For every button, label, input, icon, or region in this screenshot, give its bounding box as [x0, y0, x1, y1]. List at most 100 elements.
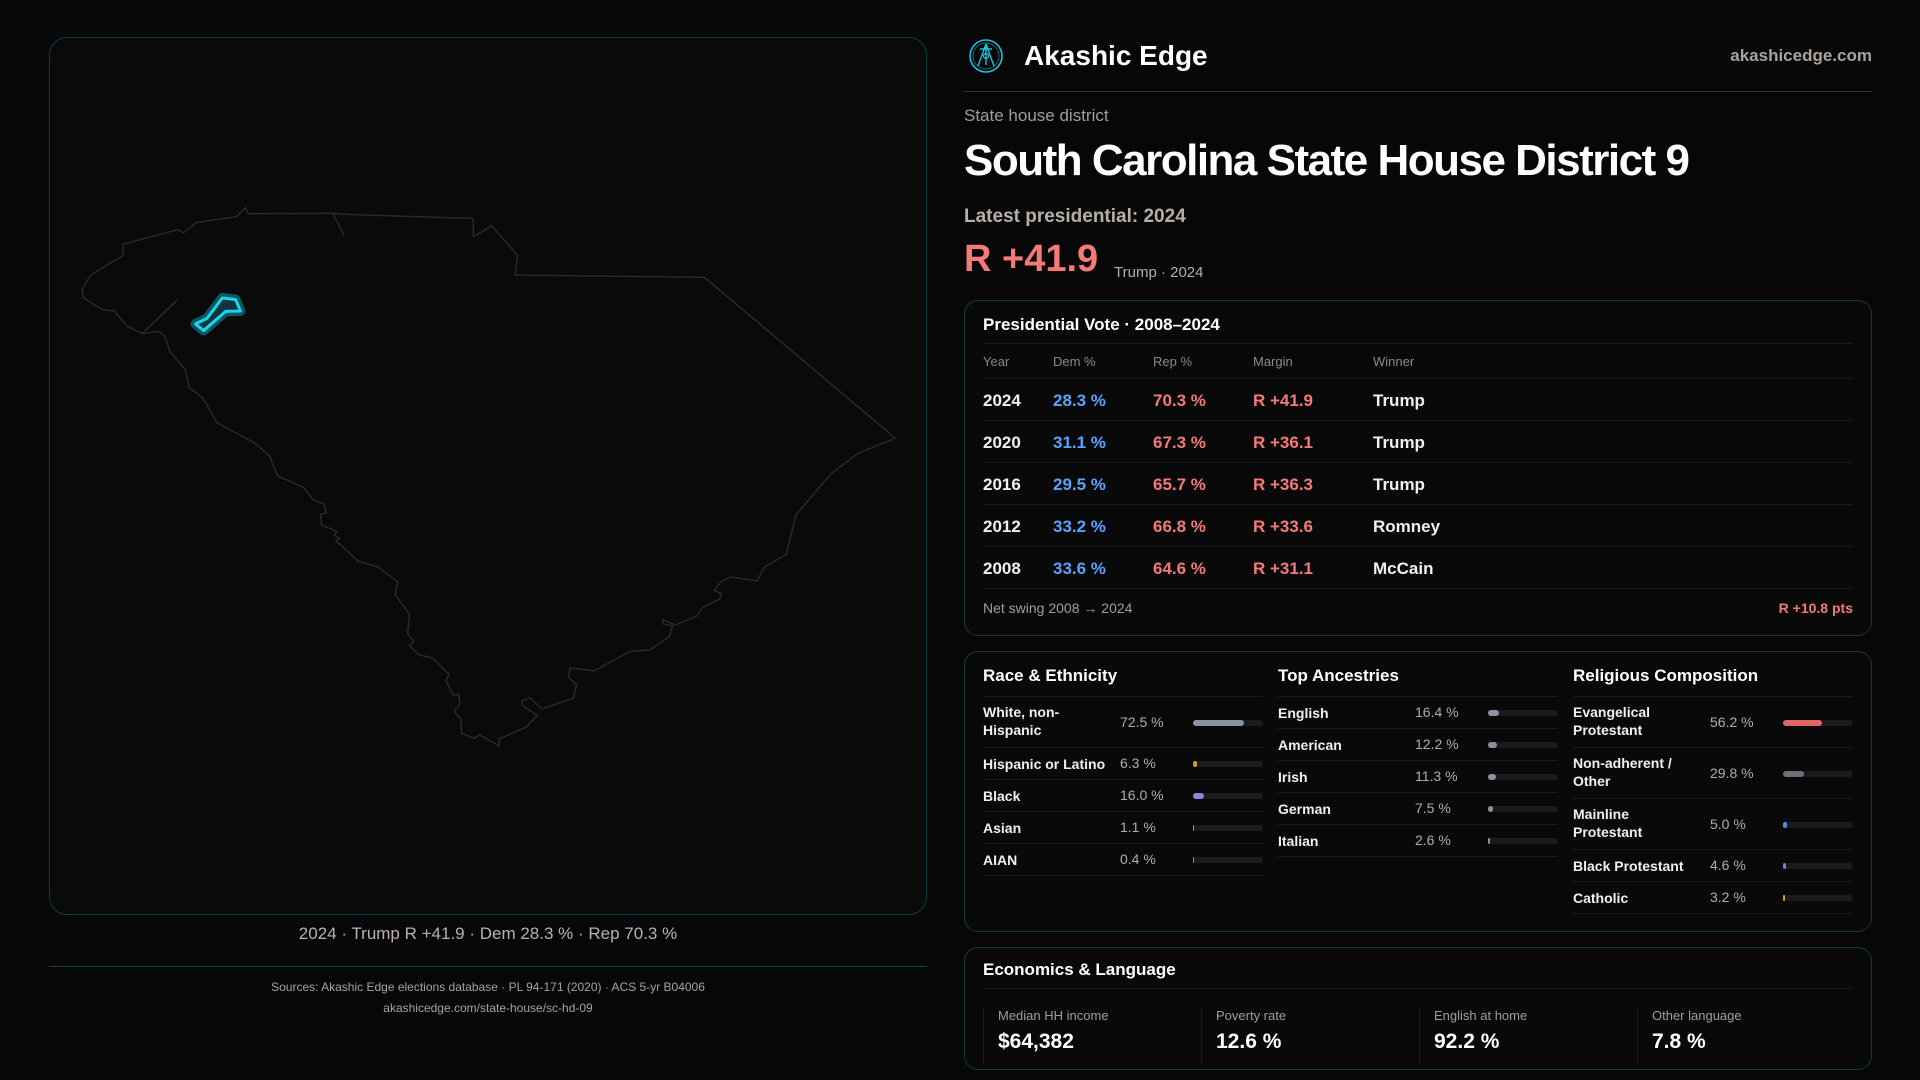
stat-value: 92.2 %: [1434, 1030, 1500, 1053]
row-label: German: [1278, 801, 1331, 817]
sources-text: Sources: Akashic Edge elections database…: [271, 980, 705, 994]
demographic-row: American 12.2 %: [1278, 728, 1558, 760]
table-row: 2020 31.1 % 67.3 % R +36.1 Trump: [983, 420, 1853, 462]
row-value: 6.3 %: [1120, 755, 1156, 771]
row-value: 5.0 %: [1710, 815, 1746, 832]
cell-margin: R +33.6: [1253, 517, 1314, 536]
cell-year: 2012: [983, 517, 1021, 536]
percent-bar-fill: [1488, 742, 1497, 748]
percent-bar-fill: [1193, 793, 1205, 799]
footer: Sources: Akashic Edge elections database…: [49, 966, 927, 1019]
percent-bar-fill: [1783, 895, 1786, 901]
cell-year: 2020: [983, 433, 1021, 452]
percent-bar: [1488, 838, 1558, 844]
percent-bar: [1193, 857, 1263, 863]
stat-label: Poverty rate: [1216, 1008, 1287, 1023]
row-label: American: [1278, 737, 1342, 753]
percent-bar: [1783, 719, 1853, 726]
row-label: Catholic: [1573, 890, 1629, 906]
cell-winner: McCain: [1373, 559, 1434, 578]
demographic-row: Italian 2.6 %: [1278, 824, 1558, 856]
percent-bar-fill: [1783, 821, 1787, 828]
demographic-row: Black 16.0 %: [983, 779, 1263, 811]
stat-value: 12.6 %: [1216, 1030, 1282, 1053]
col-margin: Margin: [1253, 354, 1293, 369]
cell-year: 2024: [983, 391, 1021, 410]
cell-margin: R +31.1: [1253, 559, 1314, 578]
divider: [983, 588, 1853, 589]
cell-dem: 33.2 %: [1053, 517, 1106, 536]
percent-bar: [1488, 710, 1558, 716]
row-value: 56.2 %: [1710, 713, 1754, 730]
site-link[interactable]: akashicedge.com: [1730, 46, 1872, 65]
table-row: 2024 28.3 % 70.3 % R +41.9 Trump: [983, 378, 1853, 420]
demographic-row: Non-adherent / Other 29.8 %: [1573, 747, 1853, 798]
demographic-row: German 7.5 %: [1278, 792, 1558, 824]
cell-rep: 66.8 %: [1153, 517, 1206, 536]
percent-bar-fill: [1783, 863, 1787, 869]
row-value: 2.6 %: [1415, 832, 1451, 848]
stat-cell: Median HH income $64,382: [983, 1008, 1207, 1064]
demographic-row: Mainline Protestant 5.0 %: [1573, 798, 1853, 849]
percent-bar: [1193, 719, 1263, 726]
page-title: South Carolina State House District 9: [964, 136, 1690, 185]
header: Akashic Edge akashicedge.com: [964, 34, 1872, 92]
row-label: Non-adherent / Other: [1573, 755, 1672, 789]
percent-bar: [1783, 770, 1853, 777]
stat-label: Other language: [1652, 1008, 1742, 1023]
row-label: White, non-Hispanic: [983, 704, 1060, 738]
demographic-row: Asian 1.1 %: [983, 811, 1263, 843]
row-value: 4.6 %: [1710, 857, 1746, 873]
district-type: State house district: [964, 106, 1109, 125]
permalink[interactable]: akashicedge.com/state-house/sc-hd-09: [383, 1001, 593, 1015]
percent-bar-fill: [1783, 719, 1823, 726]
economics-card: Economics & Language Median HH income $64…: [964, 947, 1872, 1070]
cell-winner: Romney: [1373, 517, 1441, 536]
cell-margin: R +36.1: [1253, 433, 1314, 452]
percent-bar-fill: [1488, 710, 1500, 716]
row-label: Italian: [1278, 833, 1319, 849]
row-value: 7.5 %: [1415, 800, 1451, 816]
percent-bar: [1488, 774, 1558, 780]
demographic-row: Evangelical Protestant 56.2 %: [1573, 696, 1853, 747]
percent-bar: [1193, 761, 1263, 767]
group-title: Top Ancestries: [1278, 666, 1399, 685]
percent-bar: [1783, 821, 1853, 828]
stat-cell: English at home 92.2 %: [1419, 1008, 1643, 1064]
demographic-row: English 16.4 %: [1278, 696, 1558, 728]
row-label: Irish: [1278, 769, 1308, 785]
percent-bar-fill: [1193, 761, 1198, 767]
group-title: Race & Ethnicity: [983, 666, 1118, 685]
percent-bar-fill: [1193, 719, 1244, 726]
percent-bar: [1488, 806, 1558, 812]
cell-rep: 70.3 %: [1153, 391, 1206, 410]
demographic-row: Irish 11.3 %: [1278, 760, 1558, 792]
percent-bar: [1783, 863, 1853, 869]
percent-bar: [1783, 895, 1853, 901]
cell-rep: 64.6 %: [1153, 559, 1206, 578]
cell-dem: 33.6 %: [1053, 559, 1106, 578]
district-highlight[interactable]: [195, 298, 240, 331]
stat-cell: Poverty rate 12.6 %: [1201, 1008, 1425, 1064]
percent-bar-fill: [1193, 857, 1195, 863]
net-swing-value: R +10.8 pts: [1778, 600, 1853, 616]
percent-bar: [1488, 742, 1558, 748]
row-value: 1.1 %: [1120, 819, 1156, 835]
row-label: Evangelical Protestant: [1573, 704, 1651, 738]
percent-bar-fill: [1193, 825, 1195, 831]
demographic-row: Catholic 3.2 %: [1573, 881, 1853, 913]
county-line: [142, 299, 178, 333]
row-value: 3.2 %: [1710, 889, 1746, 905]
demographic-row: Black Protestant 4.6 %: [1573, 849, 1853, 881]
percent-bar: [1193, 825, 1263, 831]
latest-margin: R +41.9: [964, 238, 1099, 280]
cell-winner: Trump: [1373, 391, 1425, 410]
table-row: 2008 33.6 % 64.6 % R +31.1 McCain: [983, 546, 1853, 588]
presidential-vote-card: Presidential Vote · 2008–2024 Year Dem %…: [964, 300, 1872, 636]
map-caption: 2024 · Trump R +41.9 · Dem 28.3 % · Rep …: [298, 924, 678, 943]
cell-rep: 65.7 %: [1153, 475, 1206, 494]
cell-year: 2016: [983, 475, 1021, 494]
row-label: Black: [983, 788, 1021, 804]
percent-bar-fill: [1488, 806, 1494, 812]
percent-bar-fill: [1488, 774, 1496, 780]
